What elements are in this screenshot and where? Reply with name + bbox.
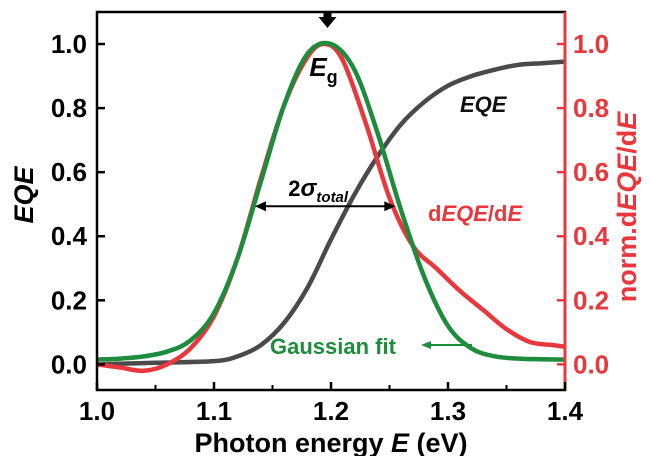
y-left-tick-label: 1.0 — [51, 29, 87, 59]
series-line-eqe — [97, 59, 565, 367]
y-right-tick-label: 0.6 — [573, 157, 609, 187]
x-tick-label: 1.3 — [430, 396, 466, 426]
sigma-arrow-left-head — [254, 201, 266, 212]
sigma-double-arrow — [254, 201, 396, 212]
eg-down-arrow-icon — [318, 12, 337, 28]
x-tick-label: 1.4 — [547, 396, 584, 426]
y-left-tick-label: 0.8 — [51, 93, 87, 123]
y-axis-left-label: EQE — [9, 166, 39, 224]
y-right-tick-label: 0.0 — [573, 349, 609, 379]
x-tick-label: 1.1 — [196, 396, 232, 426]
y-left-tick-label: 0.2 — [51, 285, 87, 315]
gaussian-fit-arrow — [421, 341, 472, 349]
eg-annotation: Eg — [309, 52, 337, 87]
x-tick-label: 1.2 — [313, 396, 349, 426]
y-right-tick-label: 0.4 — [573, 221, 610, 251]
y-left-tick-label: 0.6 — [51, 157, 87, 187]
y-left-tick-label: 0.0 — [51, 349, 87, 379]
y-axis-right-label: norm.dEQE/dE — [612, 111, 642, 303]
ticks-layer: 1.0 1.1 1.2 1.3 1.4 0.0 0.2 0.4 0.6 0.8 1.0 0.0 0.2 0… — [51, 29, 610, 426]
deqe-series-label: dEQE/dE — [428, 201, 523, 226]
y-right-tick-label: 0.2 — [573, 285, 609, 315]
y-right-tick-label: 0.8 — [573, 93, 609, 123]
y-right-tick-label: 1.0 — [573, 29, 609, 59]
sigma-arrow-right-head — [384, 201, 396, 212]
series-layer — [97, 40, 565, 374]
y-left-tick-label: 0.4 — [51, 221, 88, 251]
x-axis-label: Photon energy E (eV) — [194, 428, 467, 456]
gaussian-fit-label: Gaussian fit — [270, 334, 397, 359]
x-tick-label: 1.0 — [79, 396, 115, 426]
gauss-arrow-head — [421, 341, 431, 349]
series-line-gaussian-fit — [97, 40, 565, 362]
sigma-total-annotation: 2σtotal — [288, 175, 349, 206]
eqe-series-label: EQE — [460, 92, 508, 117]
